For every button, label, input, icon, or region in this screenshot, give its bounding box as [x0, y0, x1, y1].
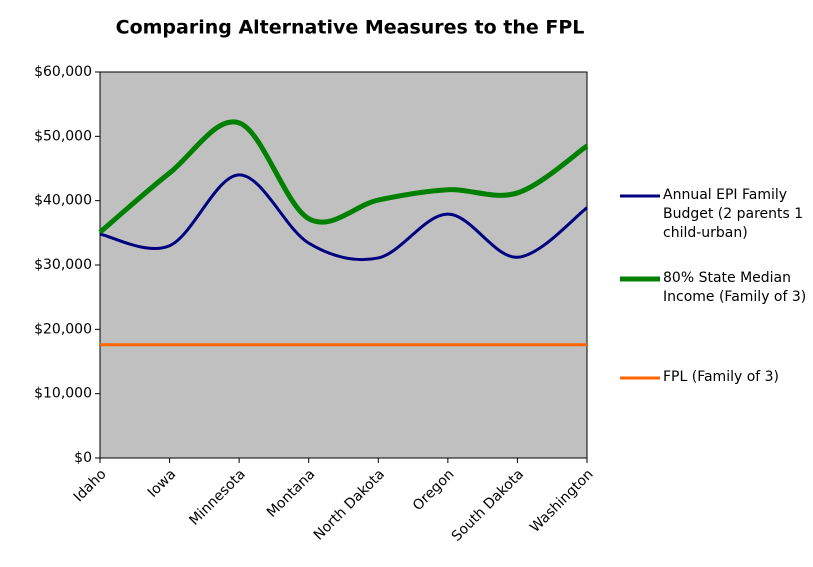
x-tick-label: Minnesota	[186, 466, 248, 528]
x-tick-label: Oregon	[410, 466, 458, 514]
y-tick-label: $30,000	[34, 257, 92, 273]
x-tick-label: Montana	[264, 466, 318, 520]
legend-label: 80% State Median Income (Family of 3)	[663, 270, 807, 305]
chart-title: Comparing Alternative Measures to the FP…	[116, 17, 585, 39]
y-tick-label: $0	[74, 450, 92, 466]
y-tick-label: $40,000	[34, 193, 92, 209]
series-line	[99, 173, 588, 262]
y-tick-label: $60,000	[34, 64, 92, 80]
x-tick-label: Iowa	[145, 466, 179, 500]
plot-area	[99, 71, 588, 459]
y-tick-label: $10,000	[34, 386, 92, 402]
legend-label: FPL (Family of 3)	[663, 369, 780, 385]
x-tick-label: Washington	[527, 466, 596, 535]
x-tick-label: Idaho	[71, 466, 110, 505]
y-tick-label: $20,000	[34, 321, 92, 337]
legend-label: Annual EPI Family Budget (2 parents 1 ch…	[663, 187, 804, 241]
y-tick-label: $50,000	[34, 128, 92, 144]
x-tick-label: South Dakota	[449, 466, 527, 544]
x-tick-label: North Dakota	[311, 466, 388, 543]
series-line	[98, 119, 589, 235]
